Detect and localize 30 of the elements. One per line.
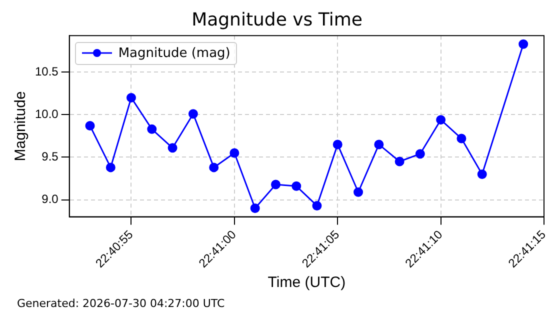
point <box>147 124 157 134</box>
point <box>477 170 487 180</box>
point <box>354 187 364 197</box>
point <box>168 143 178 153</box>
point <box>518 39 528 49</box>
point <box>230 148 240 158</box>
y-tick-label: 9.0 <box>42 192 59 206</box>
point <box>436 115 446 125</box>
y-tick-label: 10.5 <box>34 64 59 78</box>
point <box>394 156 404 166</box>
point <box>415 149 425 159</box>
y-tick-label: 9.5 <box>42 150 59 164</box>
point <box>456 134 466 144</box>
point <box>332 140 342 150</box>
point <box>374 140 384 150</box>
point <box>250 204 260 214</box>
chart-title: Magnitude vs Time <box>192 9 362 30</box>
point <box>209 162 219 172</box>
point <box>188 109 198 119</box>
point <box>270 180 280 190</box>
legend-label: Magnitude (mag) <box>118 46 230 61</box>
y-axis-title: Magnitude <box>12 91 30 162</box>
x-axis-title: Time (UTC) <box>268 274 346 292</box>
y-tick-label: 10.0 <box>34 107 59 122</box>
text: Generated: 2026-07-30 04:27:00 UTC <box>17 297 225 310</box>
point <box>106 162 116 172</box>
point <box>126 92 136 102</box>
point <box>85 121 95 131</box>
point <box>292 181 302 191</box>
point <box>312 200 322 210</box>
